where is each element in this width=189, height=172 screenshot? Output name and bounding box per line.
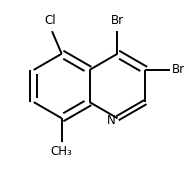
Text: Br: Br [111,14,124,27]
Text: Cl: Cl [44,14,56,27]
Text: Br: Br [172,63,185,76]
Text: CH₃: CH₃ [51,145,73,158]
Text: N: N [107,114,115,127]
